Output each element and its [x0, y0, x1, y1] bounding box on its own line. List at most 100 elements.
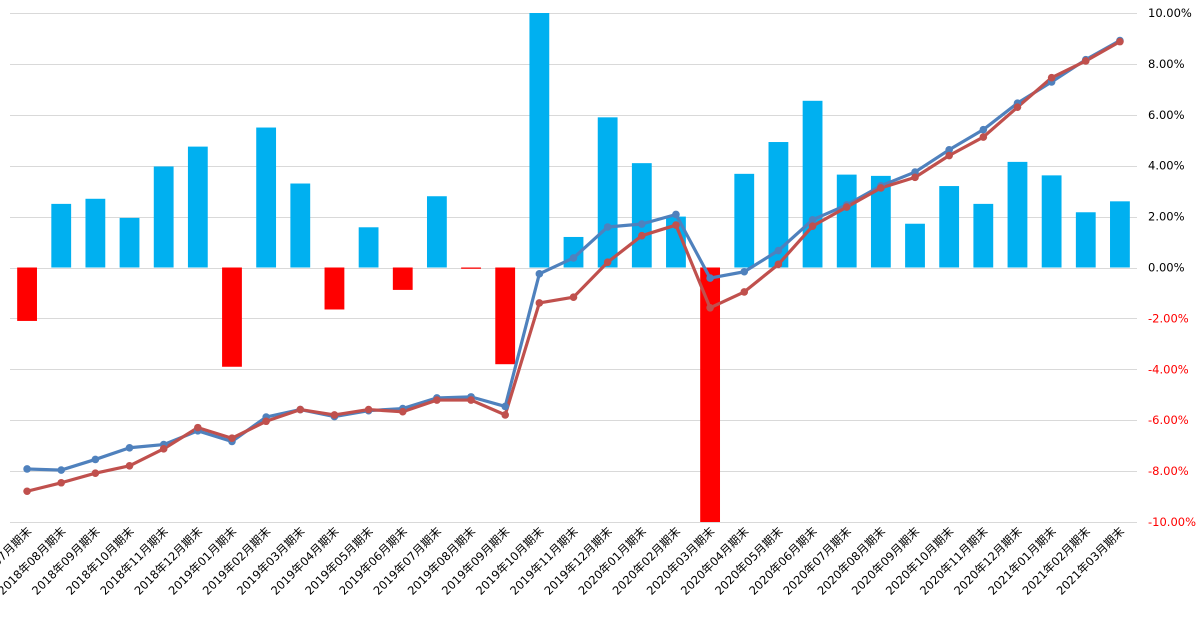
series-point-2 [638, 231, 646, 240]
series-point-2 [808, 222, 817, 230]
series-point-2 [979, 133, 988, 141]
series-point-1 [535, 270, 544, 278]
series-point-2 [672, 221, 680, 229]
y-tick-label: -10.00% [1148, 515, 1196, 529]
bar [870, 175, 891, 268]
series-point-2 [330, 411, 339, 419]
series-point-2 [433, 396, 441, 404]
series-point-1 [91, 455, 100, 464]
bar [153, 166, 174, 268]
bar [495, 267, 516, 365]
y-tick-label: -4.00% [1148, 362, 1189, 376]
series-point-2 [1047, 73, 1056, 82]
series-point-1 [945, 145, 953, 154]
y-tick-label: 0.00% [1148, 261, 1185, 275]
bar [973, 203, 994, 268]
series-point-1 [501, 402, 510, 411]
series-point-2 [1116, 37, 1124, 46]
y-tick-label: -6.00% [1148, 413, 1189, 427]
series-point-2 [1013, 103, 1022, 111]
bar [700, 267, 721, 522]
series-point-1 [125, 443, 134, 452]
series-point-2 [842, 203, 851, 211]
series-point-2 [877, 184, 885, 192]
bar [426, 196, 447, 268]
series-point-2 [603, 258, 612, 267]
y-tick-label: 10.00% [1148, 6, 1192, 20]
bar [836, 174, 857, 268]
bar [17, 267, 37, 321]
series-point-2 [774, 260, 783, 269]
series-point-1 [774, 246, 783, 255]
bar [187, 146, 208, 268]
bar-series [17, 13, 1130, 522]
series-point-2 [535, 299, 544, 307]
bar [51, 203, 72, 268]
bar [1007, 161, 1028, 268]
series-point-1 [638, 220, 646, 228]
series-point-2 [159, 445, 168, 453]
bar [1075, 212, 1096, 268]
y-tick-label: 2.00% [1148, 210, 1185, 224]
y-tick-label: 8.00% [1148, 57, 1185, 71]
series-point-2 [911, 173, 919, 182]
y-tick-label: 6.00% [1148, 108, 1185, 122]
series-point-1 [740, 267, 749, 276]
bar [1041, 175, 1062, 268]
bar [290, 183, 311, 268]
x-axis: 2018年07月期末2018年08月期末2018年09月期末2018年10月期末… [0, 524, 1127, 598]
bar [358, 227, 379, 268]
series-point-1 [979, 125, 988, 134]
bar [461, 267, 481, 269]
bar [85, 198, 106, 268]
series-point-2 [398, 407, 407, 416]
series-point-2 [740, 288, 749, 296]
series-point-2 [228, 434, 236, 443]
bar [256, 127, 277, 268]
series-point-1 [706, 274, 714, 282]
series-point-2 [296, 405, 305, 414]
bar [802, 100, 823, 268]
bar [939, 186, 960, 268]
bar [734, 173, 755, 268]
series-point-2 [91, 469, 100, 478]
gridlines [10, 13, 1137, 523]
series-point-1 [808, 215, 817, 224]
y-tick-label: 4.00% [1148, 159, 1185, 173]
bar [631, 163, 652, 268]
series-point-2 [706, 304, 714, 312]
line-series [23, 36, 1124, 496]
series-point-2 [945, 151, 953, 160]
bar [666, 216, 686, 268]
bar [1110, 201, 1130, 268]
series-point-2 [1081, 57, 1090, 65]
series-point-2 [569, 293, 578, 301]
bar [119, 217, 140, 268]
series-point-1 [57, 466, 66, 474]
series-point-2 [23, 487, 31, 496]
bar [768, 142, 789, 268]
y-tick-label: -2.00% [1148, 311, 1189, 325]
bar [324, 267, 345, 310]
series-point-2 [467, 396, 475, 404]
bar [529, 13, 550, 268]
bar [392, 267, 413, 290]
series-point-1 [23, 465, 31, 473]
series-point-1 [911, 168, 919, 176]
series-point-2 [125, 462, 134, 470]
bar [597, 117, 618, 268]
y-tick-label: -8.00% [1148, 464, 1189, 478]
right-axis: 10.00% 8.00% 6.00% 4.00% 2.00% 0.00% -2.00% -4.… [1148, 6, 1196, 529]
series-point-2 [364, 405, 373, 414]
series-point-1 [672, 210, 680, 219]
series-point-1 [603, 223, 612, 231]
bar [905, 223, 925, 268]
series-point-2 [262, 417, 270, 426]
series-point-1 [569, 254, 578, 262]
series-point-2 [501, 411, 510, 419]
series-point-2 [194, 423, 202, 432]
bar [222, 267, 242, 367]
series-point-2 [57, 478, 66, 487]
